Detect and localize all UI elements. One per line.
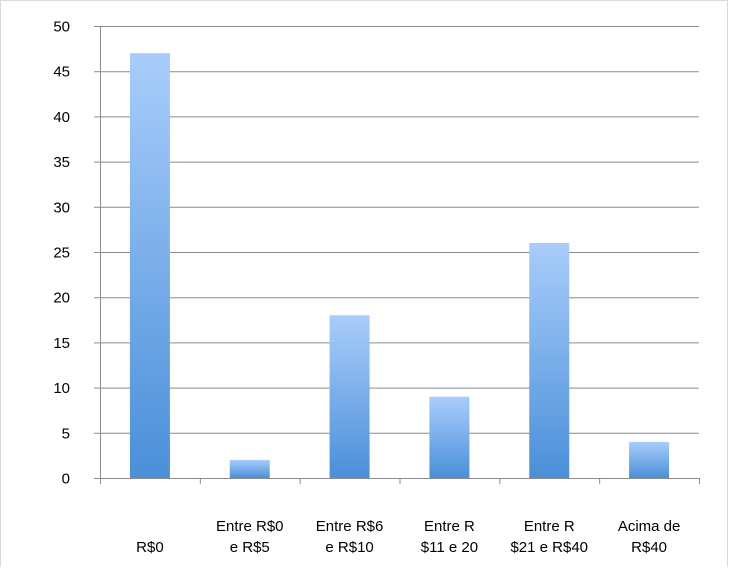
y-tick-label: 50: [53, 19, 70, 36]
x-category-label: e R$5: [230, 539, 270, 556]
x-category-label: R$40: [631, 539, 667, 556]
x-category-label: Acima de: [618, 518, 681, 535]
bar: [529, 242, 570, 478]
x-category-labels: R$0 Entre R$0 e R$5 Entre R$6 e R$10 Entre R $…: [136, 518, 680, 556]
x-category-label: $11 e 20: [421, 539, 478, 556]
y-tick-label: 5: [62, 425, 70, 442]
x-category-label: R$0: [136, 539, 164, 556]
x-category-label: $21 e R$40: [510, 539, 588, 556]
x-category-label: Entre R: [424, 518, 475, 535]
bar: [629, 441, 670, 478]
y-tick-label: 20: [53, 290, 70, 307]
y-tick-label: 0: [62, 471, 70, 488]
bars: [129, 53, 670, 479]
y-tick-labels: 0 5 10 15 20 25 30 35 40 45 50: [53, 19, 70, 488]
y-tick-label: 45: [53, 64, 70, 81]
axes: [94, 26, 700, 484]
y-tick-label: 10: [53, 380, 70, 397]
y-tick-label: 25: [53, 245, 70, 262]
x-category-label: Entre R$0: [216, 518, 284, 535]
y-tick-label: 15: [53, 335, 70, 352]
bar: [429, 396, 470, 478]
x-category-label: Entre R: [524, 518, 575, 535]
bar: [129, 53, 170, 479]
y-tick-label: 30: [53, 199, 70, 216]
x-category-label: e R$10: [325, 539, 373, 556]
bar: [229, 459, 270, 478]
y-tick-label: 40: [53, 109, 70, 126]
y-tick-label: 35: [53, 154, 70, 171]
gridlines: [100, 26, 699, 434]
bar: [329, 315, 370, 478]
x-category-label: Entre R$6: [316, 518, 384, 535]
